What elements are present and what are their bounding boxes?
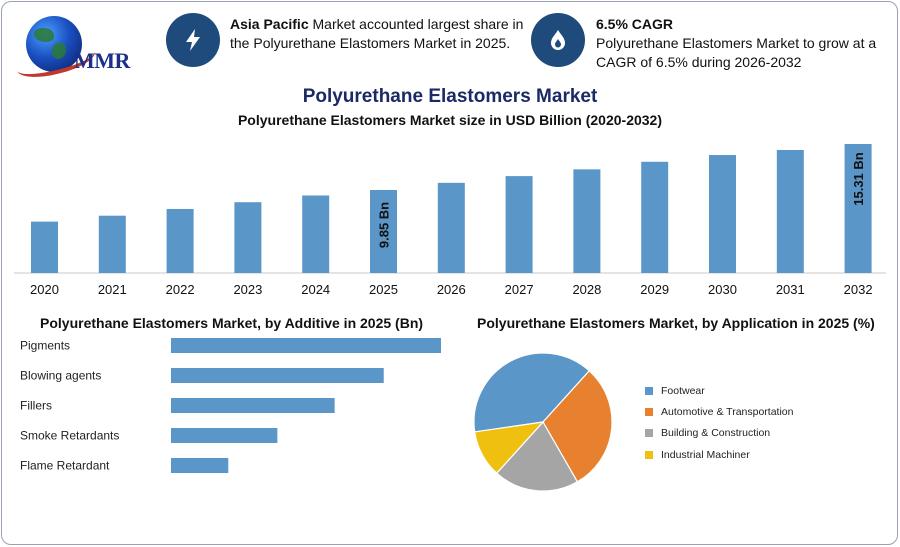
additive-label-blowing-agents: Blowing agents: [20, 369, 101, 383]
bar-2027: [505, 176, 533, 273]
bar-2025: [370, 190, 397, 273]
additive-label-pigments: Pigments: [20, 339, 70, 353]
bar-2024: [302, 195, 330, 273]
pie-slice-footwear: [473, 352, 591, 433]
x-tick-2027: 2027: [505, 282, 534, 297]
x-tick-2032: 2032: [844, 282, 873, 297]
logo-text: MMR: [74, 48, 130, 73]
x-tick-2021: 2021: [98, 282, 127, 297]
legend-swatch: [645, 386, 653, 395]
additive-bar-pigments: [171, 338, 441, 353]
additive-bar-smoke-retardants: [171, 428, 278, 443]
x-tick-2025: 2025: [369, 282, 398, 297]
legend-item-automotive-transportation: Automotive & Transportation: [645, 401, 794, 422]
additive-bar-chart: Pigments Blowing agents Fillers Smoke Retar…: [20, 338, 441, 473]
info-cagr: 6.5% CAGR Polyurethane Elastomers Market …: [596, 15, 896, 72]
application-pie-chart: [473, 352, 613, 492]
x-tick-2030: 2030: [708, 282, 737, 297]
market-size-chart-title: Polyurethane Elastomers Market size in U…: [237, 112, 663, 128]
additive-bar-blowing-agents: [171, 368, 384, 383]
application-chart-title: Polyurethane Elastomers Market, by Appli…: [477, 315, 875, 331]
market-size-bar-chart: 2020 2021 2022 2023 2024 2025 9.85 Bn 2026 2027 2…: [14, 144, 886, 297]
x-tick-2020: 2020: [30, 282, 59, 297]
lightning-icon: [166, 13, 220, 67]
pie-slice-automotive-transportation: [542, 369, 613, 483]
additive-chart-title: Polyurethane Elastomers Market, by Addit…: [40, 315, 424, 331]
data-label-2025: 9.85 Bn: [377, 202, 392, 248]
bar-2030: [709, 155, 736, 273]
x-tick-2031: 2031: [776, 282, 805, 297]
x-tick-2029: 2029: [640, 282, 669, 297]
legend-swatch: [645, 407, 653, 416]
additive-label-smoke-retardants: Smoke Retardants: [20, 429, 119, 443]
pie-slice-building-construction: [495, 420, 579, 492]
additive-bar-fillers: [171, 398, 335, 413]
flame-drop-icon: [531, 13, 585, 67]
mmr-logo: MMR: [14, 10, 144, 84]
bar-2031: [776, 149, 804, 273]
legend-item-industrial-machiner: Industrial Machiner: [645, 444, 794, 465]
legend-label: Industrial Machiner: [661, 448, 750, 461]
bar-2020: [31, 221, 58, 273]
bar-2028: [573, 169, 601, 273]
x-tick-2028: 2028: [572, 282, 601, 297]
additive-label-flame-retardant: Flame Retardant: [20, 459, 110, 473]
bar-2021: [98, 215, 126, 273]
legend-swatch: [645, 450, 653, 459]
x-tick-2022: 2022: [166, 282, 195, 297]
bar-2022: [166, 208, 194, 273]
additive-label-fillers: Fillers: [20, 399, 52, 413]
x-tick-2024: 2024: [301, 282, 330, 297]
info1-bold: Asia Pacific: [230, 16, 309, 32]
bar-2023: [234, 202, 262, 273]
info-asia-pacific: Asia Pacific Market accounted largest sh…: [230, 15, 530, 53]
x-tick-2023: 2023: [233, 282, 262, 297]
bar-2029: [641, 161, 669, 273]
application-legend: Footwear Automotive & Transportation Build…: [645, 380, 794, 465]
legend-item-building-construction: Building & Construction: [645, 423, 794, 444]
bar-2026: [437, 182, 465, 273]
info1-text: Market accounted largest share in the Po…: [230, 16, 524, 51]
info2-bold: 6.5% CAGR: [596, 16, 674, 32]
x-tick-2026: 2026: [437, 282, 466, 297]
data-label-2032: 15.31 Bn: [851, 152, 866, 206]
bar-2032: [844, 144, 872, 273]
legend-label: Building & Construction: [661, 427, 771, 440]
legend-label: Automotive & Transportation: [661, 405, 794, 418]
pie-slice-industrial-machiner: [474, 421, 545, 475]
legend-swatch: [645, 429, 653, 438]
info2-text: Polyurethane Elastomers Market to grow a…: [596, 35, 877, 70]
legend-item-footwear: Footwear: [645, 380, 794, 401]
legend-label: Footwear: [661, 384, 705, 397]
additive-bar-flame-retardant: [171, 458, 229, 473]
main-title: Polyurethane Elastomers Market: [302, 86, 598, 107]
